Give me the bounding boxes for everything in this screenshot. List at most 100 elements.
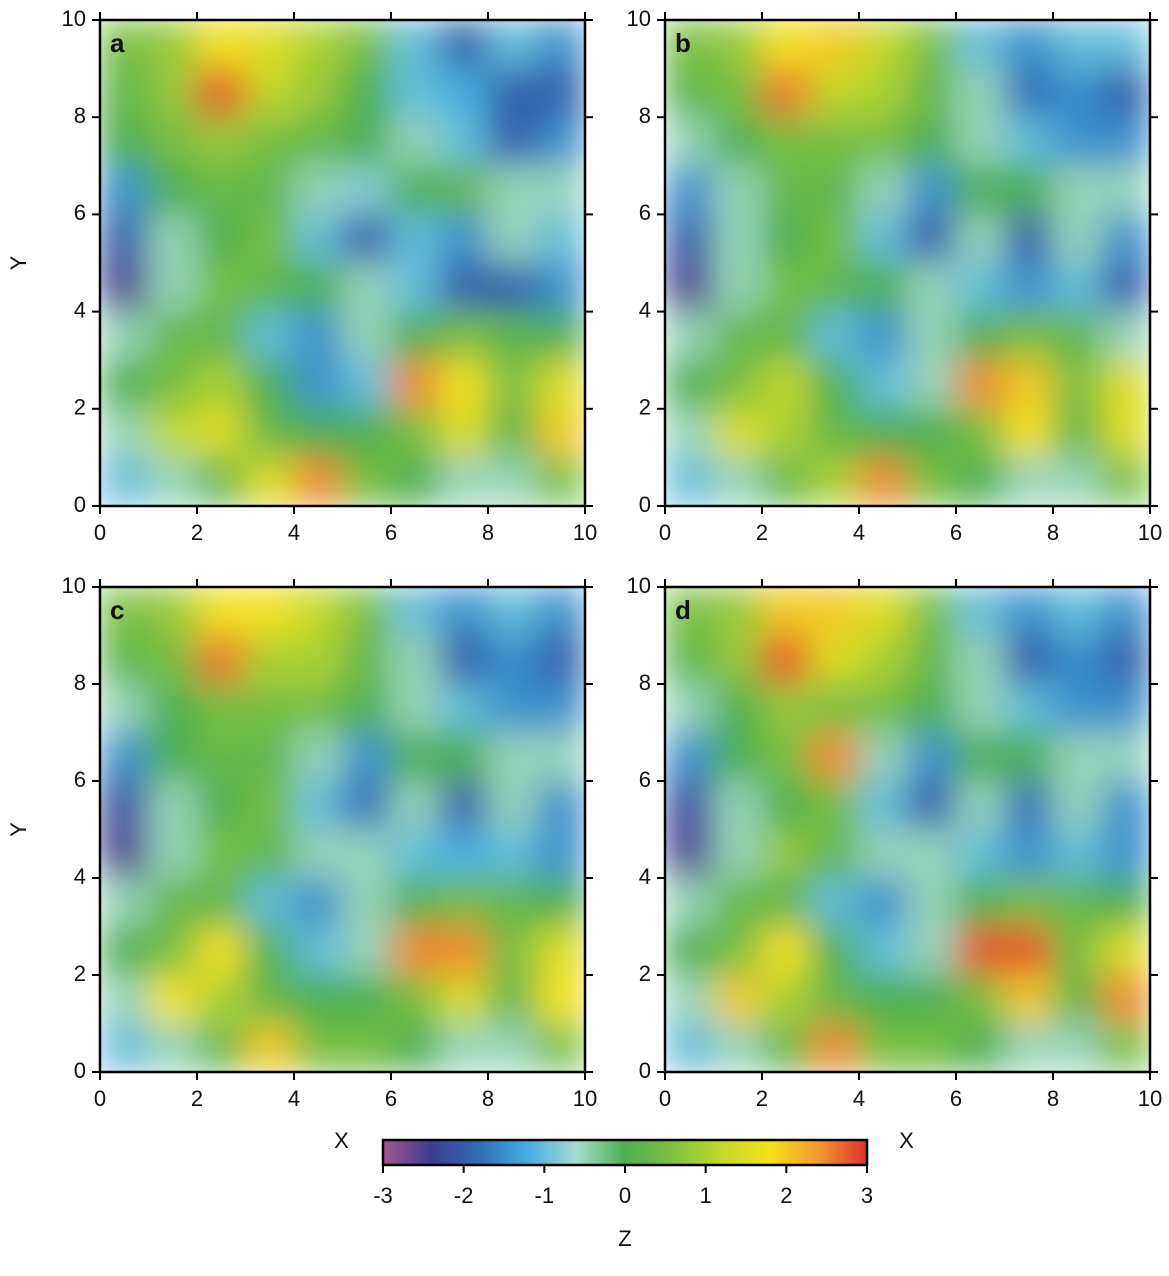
cell: [294, 117, 344, 167]
cell: [197, 311, 247, 361]
cell: [1004, 829, 1054, 879]
cell: [1101, 975, 1151, 1025]
cell: [713, 360, 763, 410]
field-clip: [100, 587, 586, 1073]
cell: [1101, 165, 1151, 215]
cell: [439, 457, 489, 507]
cell: [536, 165, 586, 215]
cell: [713, 20, 763, 70]
cell: [859, 214, 909, 264]
cell: [197, 360, 247, 410]
x-tick-label: 10: [573, 1086, 597, 1111]
cell: [342, 732, 392, 782]
x-tick-label: 10: [1138, 520, 1162, 545]
cell: [488, 975, 538, 1025]
cell: [245, 829, 295, 879]
cell: [197, 214, 247, 264]
cell: [391, 214, 441, 264]
cell: [536, 684, 586, 734]
cell: [956, 829, 1006, 879]
cell: [536, 214, 586, 264]
cell: [810, 263, 860, 313]
cell: [907, 311, 957, 361]
cell: [1101, 781, 1151, 831]
cell: [859, 360, 909, 410]
cell: [439, 878, 489, 928]
cell: [1053, 20, 1103, 70]
cell: [148, 829, 198, 879]
cell: [1101, 587, 1151, 637]
y-tick-label: 4: [74, 297, 86, 322]
cell: [713, 311, 763, 361]
cell: [762, 117, 812, 167]
cell: [1053, 781, 1103, 831]
x-tick-label: 8: [482, 1086, 494, 1111]
cell: [810, 165, 860, 215]
cell: [100, 311, 150, 361]
cell: [391, 781, 441, 831]
cell: [245, 926, 295, 976]
cell: [342, 68, 392, 118]
cell: [488, 926, 538, 976]
cell: [536, 829, 586, 879]
cell: [197, 68, 247, 118]
cell: [391, 635, 441, 685]
cell: [100, 360, 150, 410]
cell: [810, 311, 860, 361]
cell: [100, 214, 150, 264]
cell: [1053, 165, 1103, 215]
cell: [294, 1023, 344, 1073]
cell: [488, 829, 538, 879]
y-tick-label: 6: [74, 200, 86, 225]
cell: [665, 829, 715, 879]
cell: [907, 635, 957, 685]
cell: [148, 165, 198, 215]
cell: [488, 263, 538, 313]
cell: [907, 214, 957, 264]
y-tick-label: 8: [639, 670, 651, 695]
cell: [245, 975, 295, 1025]
colorbar-tick-label: -3: [373, 1183, 393, 1208]
cell: [148, 635, 198, 685]
cell: [342, 635, 392, 685]
cell: [762, 408, 812, 458]
cell: [907, 587, 957, 637]
y-tick-label: 8: [74, 103, 86, 128]
cell: [665, 408, 715, 458]
cell: [762, 360, 812, 410]
cell: [391, 829, 441, 879]
cell: [245, 457, 295, 507]
cell: [956, 214, 1006, 264]
cell: [488, 635, 538, 685]
cell: [665, 926, 715, 976]
cell: [1101, 829, 1151, 879]
cell: [956, 360, 1006, 410]
cell: [197, 878, 247, 928]
cell: [391, 684, 441, 734]
y-tick-label: 4: [74, 864, 86, 889]
cell: [1004, 781, 1054, 831]
cell: [1053, 587, 1103, 637]
x-tick-label: 8: [482, 520, 494, 545]
cell: [762, 1023, 812, 1073]
cell: [665, 263, 715, 313]
cell: [1101, 878, 1151, 928]
cell: [907, 117, 957, 167]
cell: [439, 117, 489, 167]
cell: [1053, 829, 1103, 879]
cell: [810, 732, 860, 782]
cell: [100, 117, 150, 167]
cell: [956, 684, 1006, 734]
cell: [294, 457, 344, 507]
x-tick-label: 0: [659, 520, 671, 545]
y-tick-label: 8: [74, 670, 86, 695]
cell: [1004, 408, 1054, 458]
cell: [391, 68, 441, 118]
cell: [1101, 926, 1151, 976]
cell: [859, 68, 909, 118]
cell: [488, 781, 538, 831]
cell: [713, 587, 763, 637]
cell: [197, 926, 247, 976]
cell: [342, 165, 392, 215]
cell: [665, 68, 715, 118]
